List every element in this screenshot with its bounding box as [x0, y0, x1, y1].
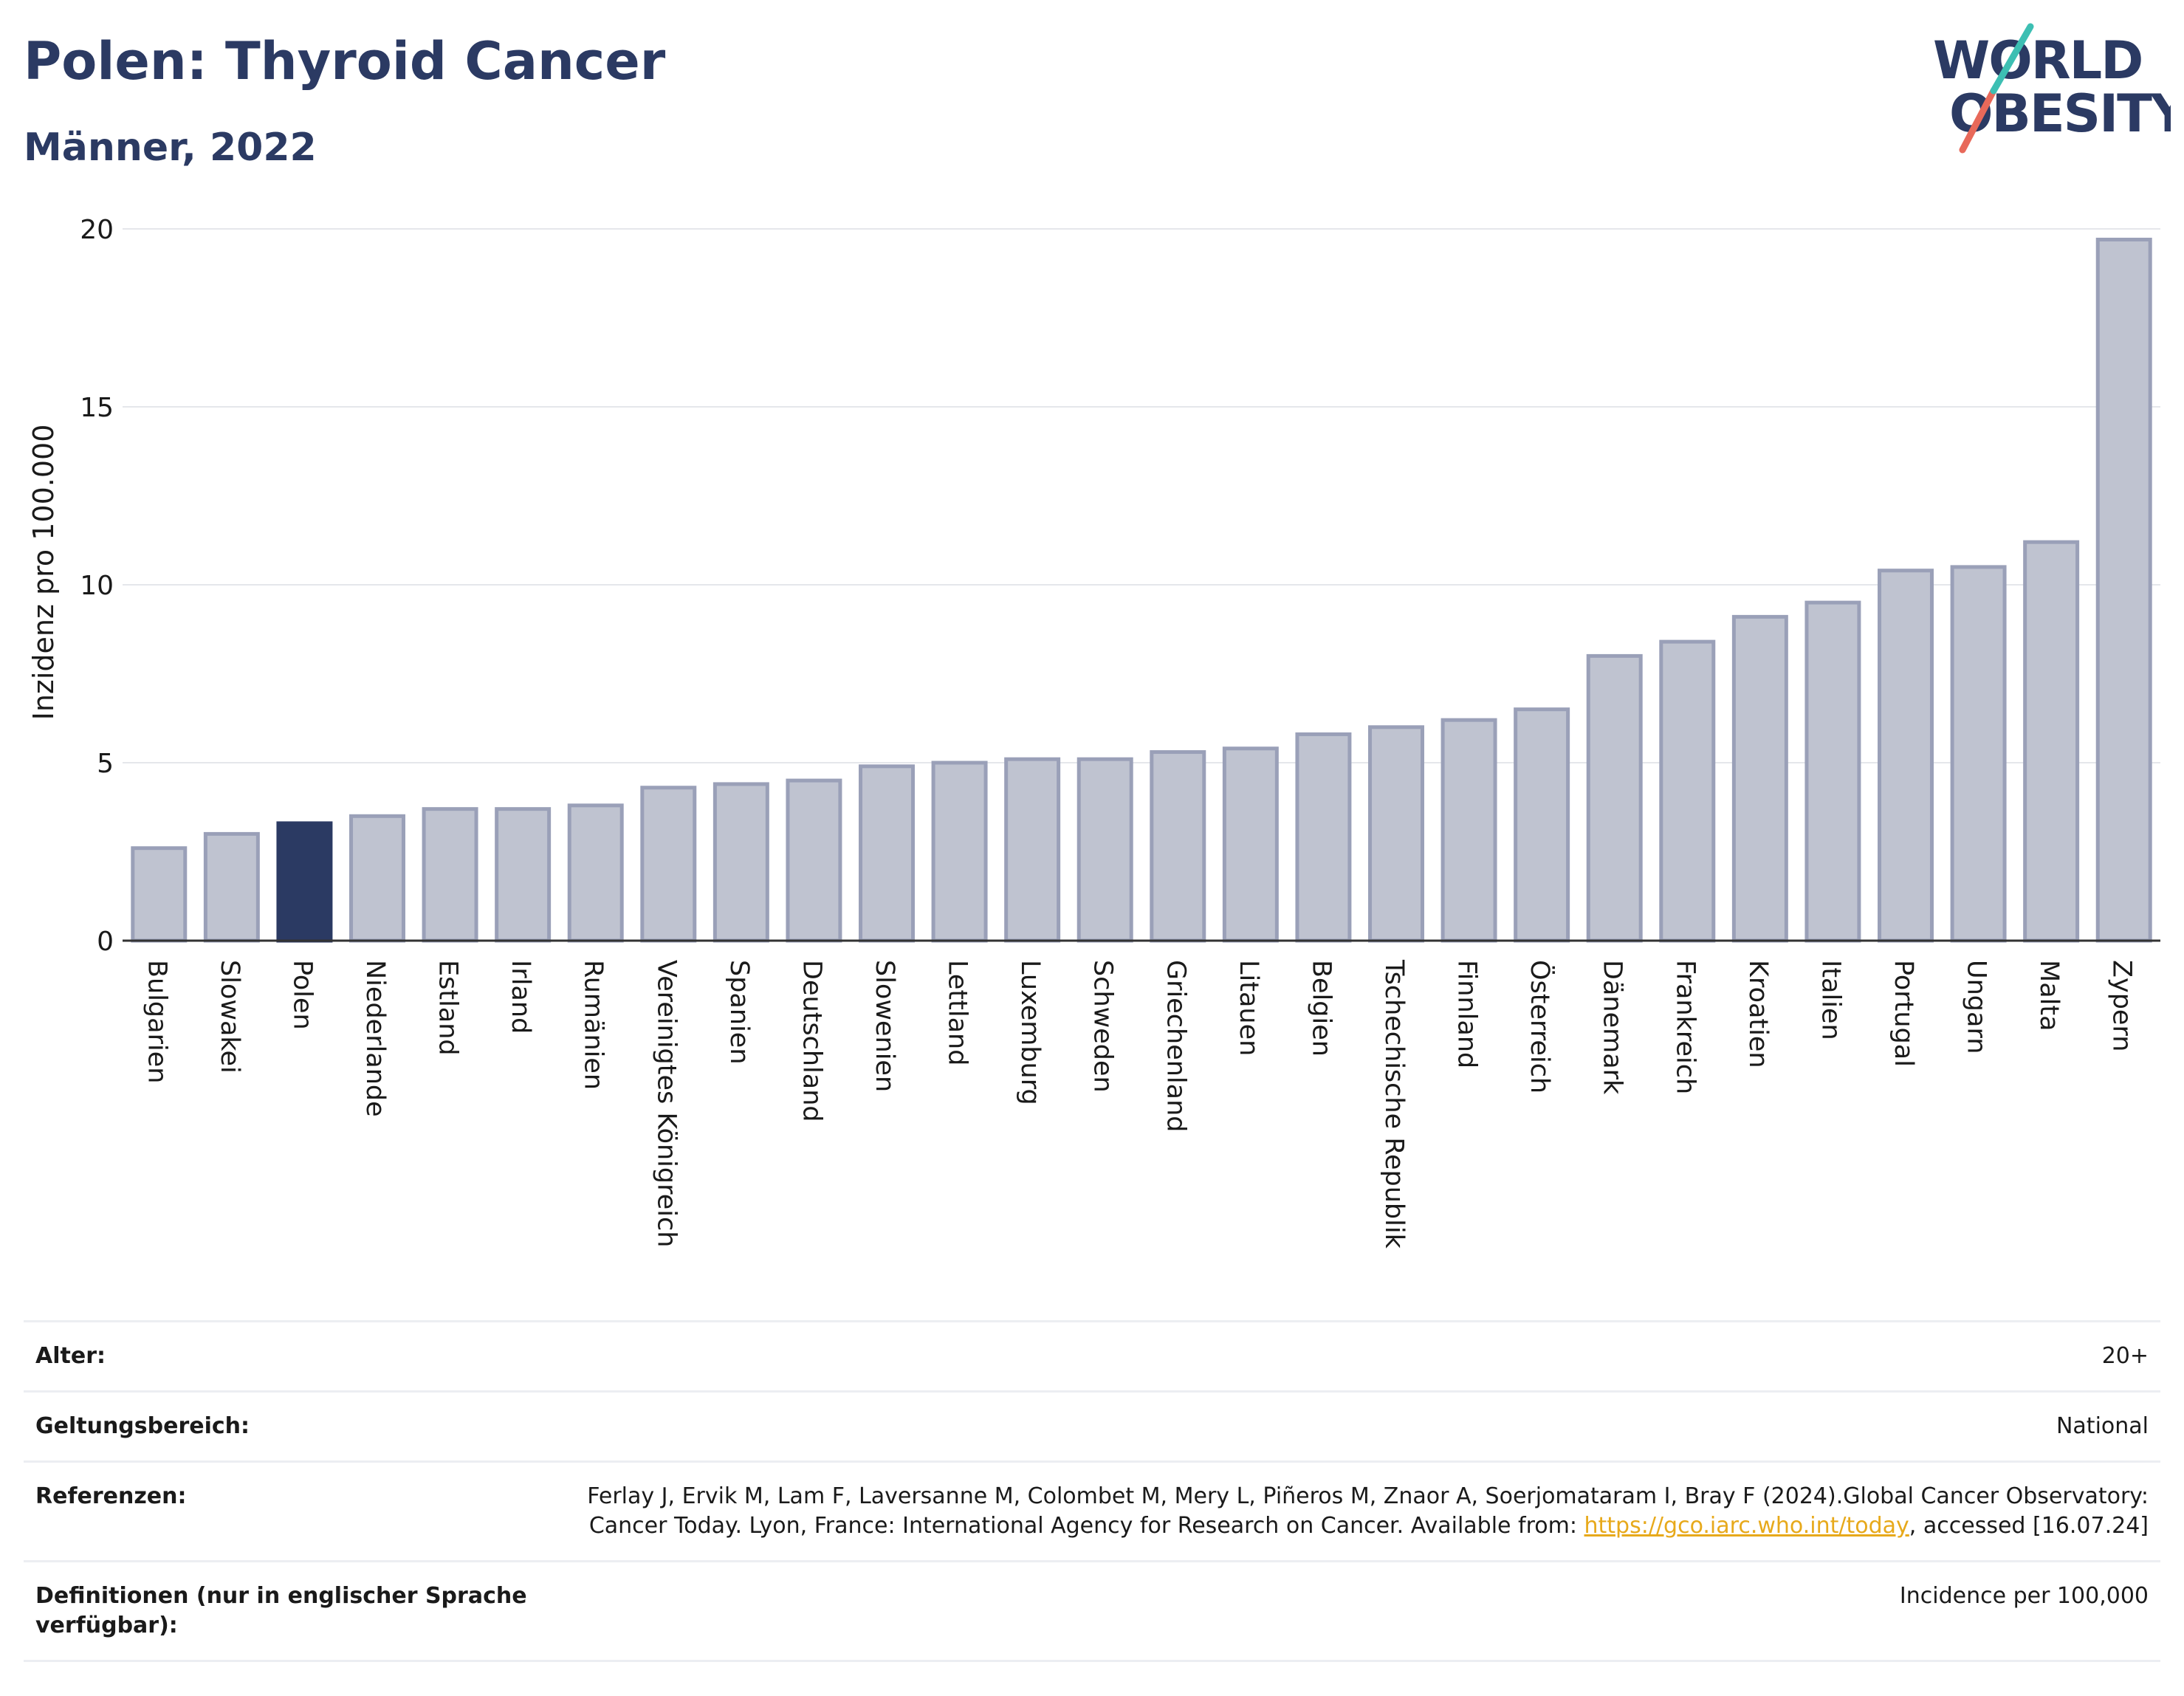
bar-litauen: [1222, 746, 1279, 943]
x-tick-label: Schweden: [1088, 960, 1118, 1093]
bar-irland: [495, 807, 552, 943]
meta-value-scope: National: [2056, 1413, 2149, 1439]
bar-slowakei: [203, 831, 260, 943]
meta-label-references: Referenzen:: [35, 1483, 187, 1509]
meta-label-definitions: Definitionen (nur in englischer Sprache …: [35, 1583, 527, 1638]
x-tick-label: Frankreich: [1670, 960, 1700, 1094]
x-tick-label: Vereinigtes Königreich: [651, 960, 681, 1247]
x-tick-label: Rumänien: [579, 960, 608, 1090]
meta-row-age: Alter: 20+: [24, 1320, 2160, 1390]
bar-zypern: [2095, 237, 2152, 943]
x-tick-label: Italien: [1816, 960, 1845, 1040]
bar-belgien: [1295, 732, 1352, 943]
x-tick-label: Niederlande: [360, 960, 390, 1117]
meta-label-scope: Geltungsbereich:: [35, 1413, 250, 1439]
x-tick-label: Dänemark: [1598, 960, 1627, 1095]
svg-text:OBESITY: OBESITY: [1949, 83, 2171, 144]
y-axis-label: Inzidenz pro 100.000: [27, 425, 60, 721]
x-tick-label: Griechenland: [1161, 960, 1190, 1132]
x-tick-label: Belgien: [1306, 960, 1336, 1057]
y-tick-label: 0: [97, 927, 114, 957]
bar-schweden: [1076, 757, 1133, 943]
x-tick-label: Lettland: [943, 960, 972, 1065]
x-tick-label: Litauen: [1234, 960, 1263, 1056]
bar-spanien: [712, 782, 769, 943]
x-tick-label: Tschechische Republik: [1379, 959, 1409, 1249]
bar-finnland: [1440, 718, 1497, 943]
bar-lettland: [931, 761, 988, 943]
world-obesity-logo: WORLD OBESITY: [1933, 23, 2171, 154]
bar-tschechische-republik: [1368, 725, 1424, 943]
x-tick-label: Slowenien: [870, 960, 899, 1092]
bar-frankreich: [1659, 639, 1716, 943]
bar-portugal: [1878, 569, 1934, 943]
reference-link[interactable]: https://gco.iarc.who.int/today: [1584, 1513, 1909, 1539]
y-tick-labels: 0 5 10 15 20: [80, 215, 114, 957]
chart-subtitle: Männer, 2022: [24, 126, 317, 170]
bar-vereinigtes-königreich: [640, 786, 697, 943]
x-tick-label: Kroatien: [1743, 960, 1773, 1068]
reference-tail: , accessed [16.07.24]: [1909, 1513, 2149, 1539]
bar-chart: 0 5 10 15 20 Bulgarien Slowakei Polen Niederlan…: [27, 215, 2160, 1249]
x-tick-label: Estland: [433, 960, 463, 1056]
reference-text: Ferlay J, Ervik M, Lam F, Laversanne M, …: [587, 1483, 2149, 1539]
bar-niederlande: [349, 814, 405, 943]
x-tick-label: Portugal: [1889, 960, 1918, 1067]
x-tick-label: Irland: [506, 960, 535, 1034]
x-tick-label: Ungarn: [1962, 960, 1991, 1054]
meta-value-age: 20+: [2101, 1343, 2149, 1369]
x-tick-labels: Bulgarien Slowakei Polen Niederlande Estland…: [142, 959, 2136, 1249]
bar-luxemburg: [1004, 757, 1061, 943]
x-tick-label: Zypern: [2107, 960, 2137, 1051]
bar-slowenien: [859, 764, 915, 943]
bar-rumänien: [567, 803, 624, 943]
bar-malta: [2023, 540, 2080, 943]
x-tick-label: Luxemburg: [1015, 960, 1045, 1105]
meta-row-references: Referenzen: Ferlay J, Ervik M, Lam F, La…: [24, 1460, 2160, 1560]
bar-polen: [276, 821, 333, 943]
meta-label-age: Alter:: [35, 1343, 106, 1369]
meta-row-scope: Geltungsbereich: National: [24, 1390, 2160, 1460]
bar-österreich: [1514, 707, 1570, 943]
x-tick-label: Deutschland: [797, 960, 826, 1122]
bars: [131, 237, 2152, 943]
y-tick-label: 10: [80, 571, 114, 601]
bar-griechenland: [1150, 750, 1206, 943]
x-tick-label: Slowakei: [215, 960, 244, 1074]
bar-estland: [422, 807, 478, 943]
bar-bulgarien: [131, 846, 188, 943]
chart-title: Polen: Thyroid Cancer: [24, 31, 666, 92]
y-tick-label: 15: [80, 393, 114, 423]
x-tick-label: Spanien: [724, 960, 754, 1065]
x-tick-label: Finnland: [1452, 960, 1482, 1068]
y-tick-label: 5: [97, 749, 114, 779]
bar-italien: [1804, 600, 1861, 943]
y-tick-label: 20: [80, 215, 114, 245]
meta-row-definitions: Definitionen (nur in englischer Sprache …: [24, 1560, 2160, 1662]
meta-value-definitions: Incidence per 100,000: [1899, 1583, 2149, 1609]
metadata-table: Alter: 20+ Geltungsbereich: National Ref…: [24, 1320, 2160, 1662]
x-tick-label: Polen: [287, 960, 317, 1030]
x-tick-label: Bulgarien: [142, 960, 171, 1083]
svg-text:WORLD: WORLD: [1933, 30, 2142, 91]
bar-deutschland: [786, 778, 842, 943]
bar-dänemark: [1586, 653, 1643, 943]
bar-kroatien: [1731, 614, 1788, 943]
bar-ungarn: [1950, 565, 2007, 943]
x-tick-label: Österreich: [1525, 960, 1556, 1094]
x-tick-label: Malta: [2034, 960, 2064, 1031]
meta-value-references: Ferlay J, Ervik M, Lam F, Laversanne M, …: [583, 1482, 2149, 1541]
